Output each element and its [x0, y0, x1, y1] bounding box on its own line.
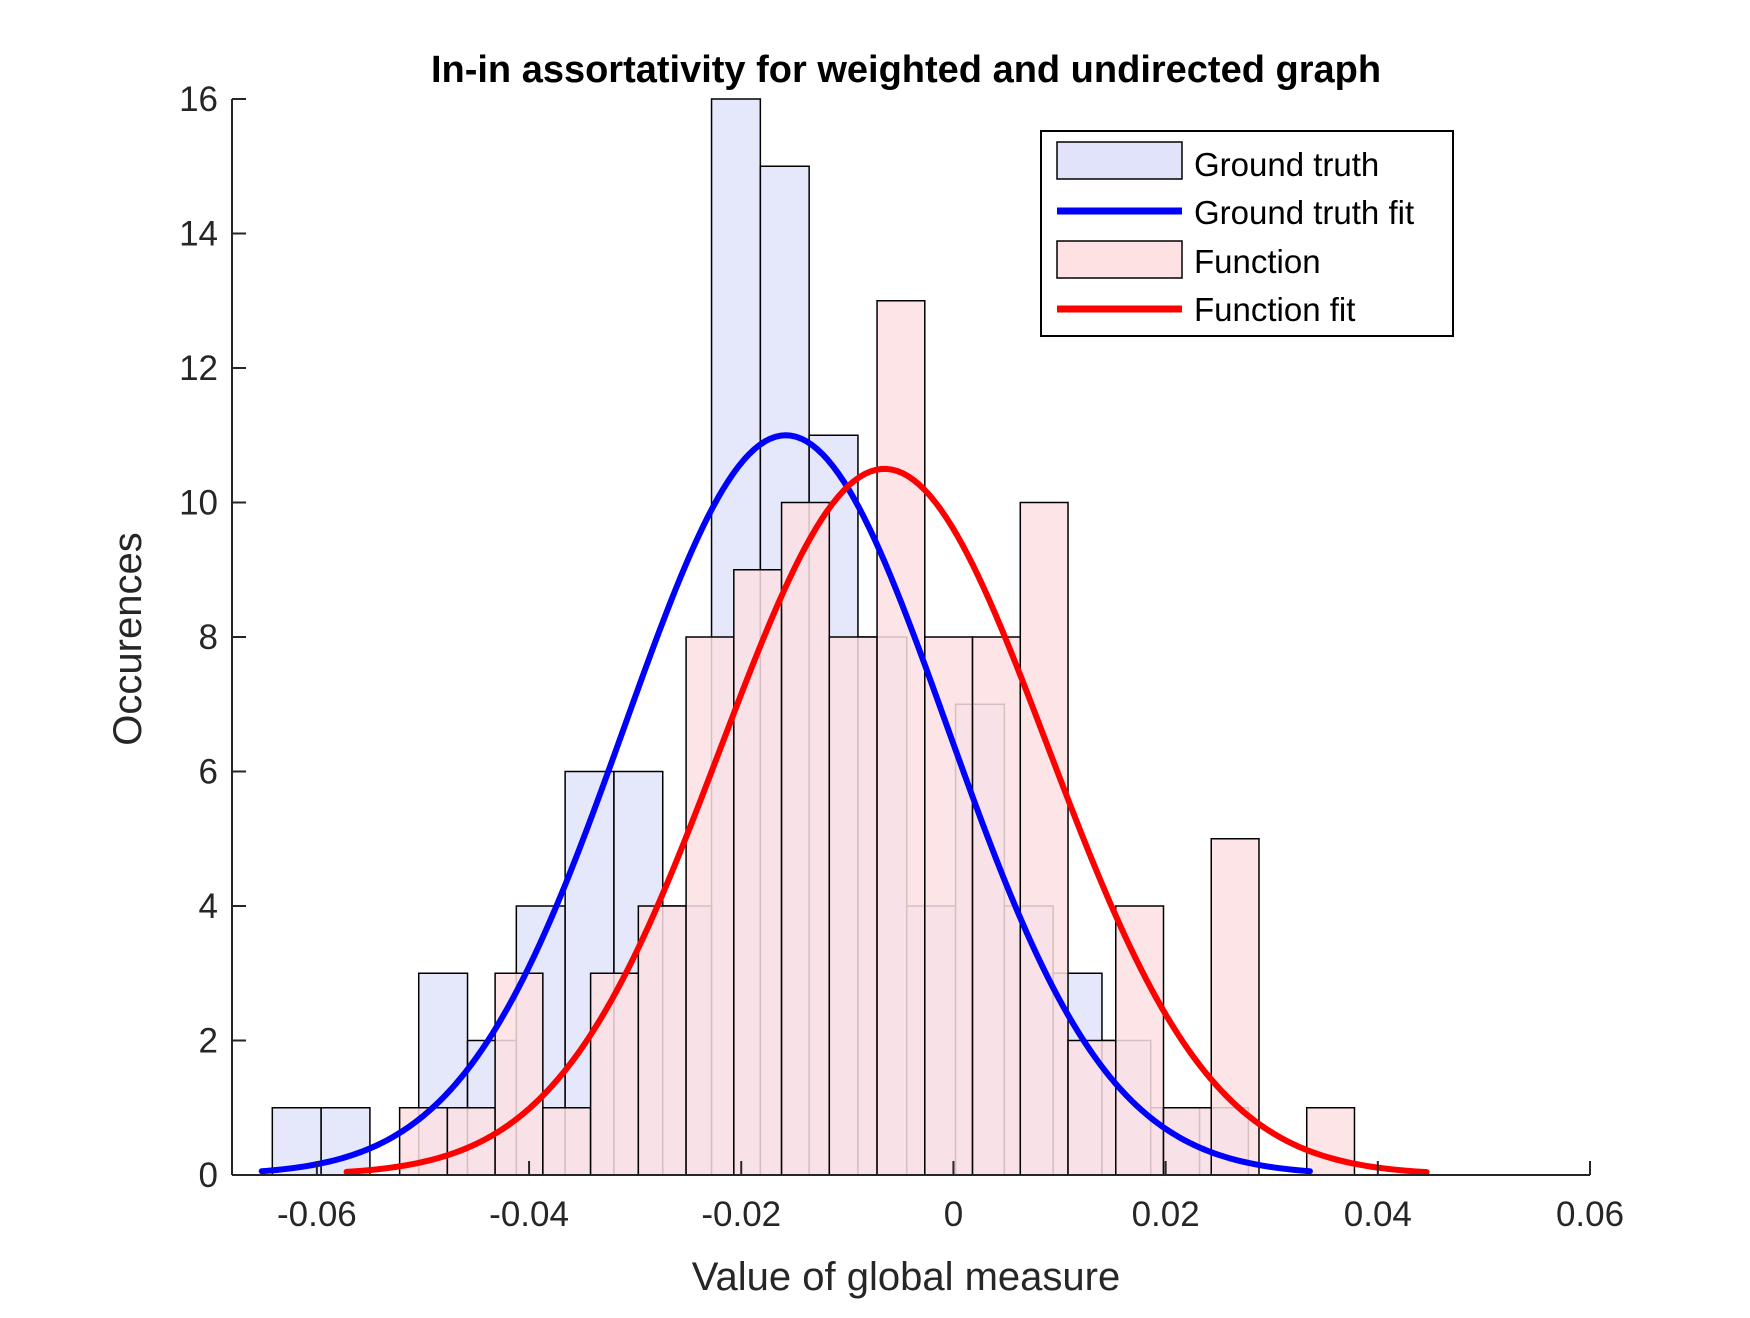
function-bar: [733, 569, 783, 1176]
x-tick-label: -0.04: [489, 1195, 569, 1234]
function-bar: [828, 636, 878, 1176]
legend-label-function-fit: Function fit: [1194, 291, 1355, 328]
function-bar: [589, 972, 640, 1176]
y-tick-label: 4: [199, 887, 218, 926]
y-tick-label: 16: [179, 80, 218, 119]
chart-title: In-in assortativity for weighted and und…: [431, 49, 1381, 91]
x-tick-label: -0.06: [277, 1195, 357, 1234]
y-tick-label: 6: [199, 753, 218, 792]
legend: Ground truth Ground truth fit Function F…: [1040, 130, 1454, 337]
function-bar: [1019, 501, 1069, 1176]
y-tick-label: 2: [199, 1022, 218, 1061]
function-bar: [876, 300, 926, 1176]
x-tick-label: 0: [944, 1195, 963, 1234]
x-axis-label: Value of global measure: [692, 1255, 1120, 1299]
legend-label-ground-truth: Ground truth: [1194, 146, 1379, 183]
function-bar: [1210, 838, 1260, 1176]
y-axis-label: Occurences: [106, 532, 150, 745]
fit-lines: [258, 432, 1430, 1176]
legend-swatch-ground-truth: [1056, 141, 1183, 180]
legend-label-ground-truth-fit: Ground truth fit: [1194, 194, 1414, 231]
x-tick-label: 0.04: [1344, 1195, 1412, 1234]
function-bar: [1067, 1039, 1117, 1176]
x-tick-label: 0.02: [1132, 1195, 1200, 1234]
function-bar: [637, 905, 687, 1176]
function-bar: [446, 1107, 496, 1176]
function-bar: [542, 1107, 592, 1176]
legend-label-function: Function: [1194, 243, 1321, 280]
function-bar: [494, 972, 544, 1176]
y-tick-label: 12: [179, 349, 218, 388]
y-tick-label: 10: [179, 484, 218, 523]
function-bar: [924, 636, 974, 1176]
function-bars: [398, 300, 1356, 1176]
x-tick-label: -0.02: [701, 1195, 781, 1234]
function-bar: [685, 636, 735, 1176]
y-tick-label: 14: [179, 215, 218, 254]
x-tick-label: 0.06: [1556, 1195, 1624, 1234]
legend-swatch-function: [1056, 240, 1183, 279]
ground-truth-fit-line: [258, 432, 1313, 1175]
function-bar: [780, 501, 831, 1176]
y-tick-label: 8: [199, 618, 218, 657]
ground-truth-bar: [320, 1107, 371, 1176]
axes: 0 2 4 6 8 10 12 14 16 -0.06 -0.04 -0.02 0 0.02 0.04 0.0…: [179, 80, 1624, 1234]
function-fit-line: [343, 465, 1430, 1176]
function-bar: [1115, 905, 1165, 1176]
y-tick-label: 0: [199, 1156, 218, 1195]
